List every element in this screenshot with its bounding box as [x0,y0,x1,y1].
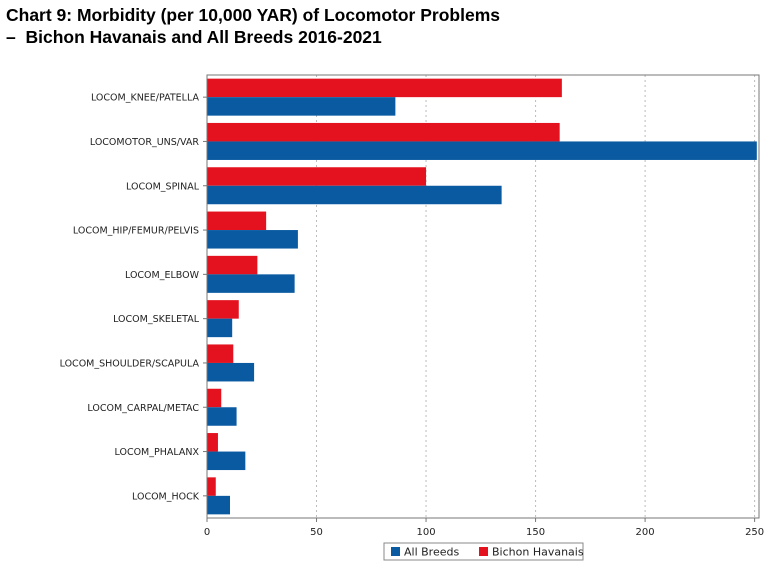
bar-bichon-havanais-locom-carpal-metac [207,388,222,408]
category-label-locom-elbow: LOCOM_ELBOW [125,270,200,281]
plot-frame [206,74,760,519]
category-label-locom-skeletal: LOCOM_SKELETAL [113,314,200,325]
bar-all-breeds-locom-phalanx [207,451,246,471]
bar-all-breeds-locom-knee-patella [207,97,396,116]
bar-all-breeds-locom-shoulder-scapula [207,362,255,382]
bar-all-breeds-locom-hip-femur-pelvis [207,230,298,249]
bars [207,78,757,515]
legend-swatch-bichon-havanais [479,547,488,556]
bar-all-breeds-locom-elbow [207,274,295,293]
legend-swatch-all-breeds [391,547,400,556]
x-tick-label-0: 0 [204,527,210,538]
bar-bichon-havanais-locom-phalanx [207,433,218,452]
legend: All Breeds Bichon Havanais [383,542,584,561]
bar-all-breeds-locom-carpal-metac [207,407,237,426]
bar-all-breeds-locom-hock [207,495,230,515]
legend-label-all-breeds: All Breeds [404,546,459,559]
category-labels: LOCOM_KNEE/PATELLA LOCOMOTOR_UNS/VAR LOCOM… [60,93,207,502]
category-label-locom-shoulder-scapula: LOCOM_SHOULDER/SCAPULA [60,358,200,369]
x-axis-ticks: 0 50 100 150 200 250 [204,518,764,538]
title-line-1: Chart 9: Morbidity (per 10,000 YAR) of L… [6,5,500,25]
bar-bichon-havanais-locom-skeletal [207,300,239,319]
chart-title: Chart 9: Morbidity (per 10,000 YAR) of L… [6,4,500,48]
bar-all-breeds-locom-skeletal [207,318,233,338]
category-label-locom-spinal: LOCOM_SPINAL [126,181,200,192]
bar-bichon-havanais-locomotor-uns-var [207,122,560,142]
grid-lines [316,75,756,518]
bar-bichon-havanais-locom-elbow [207,255,258,275]
category-label-locom-hip-femur-pelvis: LOCOM_HIP/FEMUR/PELVIS [73,226,199,237]
bar-bichon-havanais-locom-knee-patella [207,78,562,98]
category-label-locom-knee-patella: LOCOM_KNEE/PATELLA [91,93,200,104]
category-label-locom-hock: LOCOM_HOCK [132,491,200,502]
category-label-locomotor-uns-var: LOCOMOTOR_UNS/VAR [90,137,200,148]
legend-label-bichon-havanais: Bichon Havanais [492,546,584,559]
x-tick-label-150: 150 [526,527,545,538]
x-tick-label-200: 200 [636,527,655,538]
bar-bichon-havanais-locom-hip-femur-pelvis [207,211,267,231]
category-label-locom-carpal-metac: LOCOM_CARPAL/METAC [87,403,199,414]
x-tick-label-50: 50 [310,527,323,538]
bar-bichon-havanais-locom-hock [207,477,216,496]
bar-all-breeds-locomotor-uns-var [207,141,757,160]
bar-all-breeds-locom-spinal [207,185,502,205]
x-tick-label-100: 100 [417,527,436,538]
category-label-locom-phalanx: LOCOM_PHALANX [115,447,200,458]
bar-bichon-havanais-locom-spinal [207,167,427,186]
title-line-2: – Bichon Havanais and All Breeds 2016-20… [6,27,382,47]
x-tick-label-250: 250 [745,527,764,538]
bar-bichon-havanais-locom-shoulder-scapula [207,344,234,363]
